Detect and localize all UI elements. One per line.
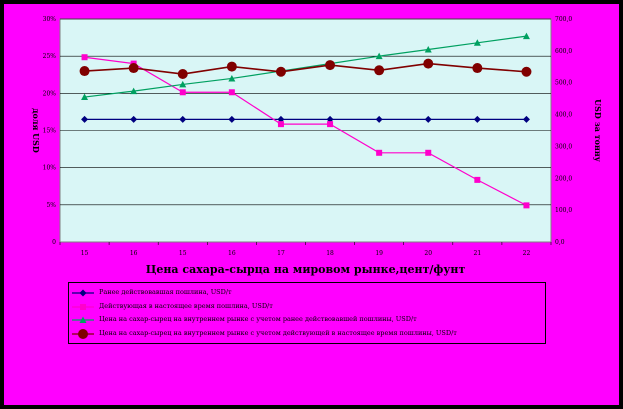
legend-swatch <box>72 289 94 297</box>
x-tick-label: 17 <box>277 250 285 257</box>
legend-swatch <box>72 329 94 339</box>
right-tick-label: 200,0 <box>555 175 572 182</box>
right-tick-label: 600,0 <box>555 48 572 55</box>
series-2-point <box>179 89 186 96</box>
series-line-4 <box>84 62 527 75</box>
series-1-point <box>375 115 383 123</box>
series-1-point <box>522 115 530 123</box>
right-tick-label: 300,0 <box>555 143 572 150</box>
legend-item: Цена на сахар-сырец на внутреннем рынке … <box>69 327 545 341</box>
right-tick-label: 500,0 <box>555 80 572 87</box>
series-3-point <box>375 52 383 60</box>
series-1-point <box>179 115 187 123</box>
x-tick-label: 21 <box>474 250 482 257</box>
y-left-axis-title: доля USD <box>31 108 41 153</box>
series-3-point <box>228 74 236 82</box>
left-tick-label: 25% <box>43 53 57 60</box>
series-4-point <box>472 63 483 74</box>
x-tick-label: 16 <box>130 250 138 257</box>
left-tick-label: 15% <box>43 128 57 135</box>
right-tick-label: 100,0 <box>555 207 572 214</box>
left-tick-label: 0 <box>52 239 56 246</box>
series-4-point <box>521 66 532 77</box>
series-1-point <box>130 115 138 123</box>
right-tick-label: 0,0 <box>555 239 565 246</box>
x-tick-label: 15 <box>81 250 89 257</box>
left-tick-label: 10% <box>43 165 57 172</box>
x-tick-label: 20 <box>424 250 432 257</box>
legend-item: Действующая в настоящее время пошлина, U… <box>69 300 545 314</box>
series-2-point <box>523 202 530 209</box>
series-4-point <box>226 61 237 72</box>
series-1-point <box>326 115 334 123</box>
series-4-point <box>423 58 434 69</box>
legend-label: Цена на сахар-сырец на внутреннем рынке … <box>99 329 457 337</box>
series-4-point <box>275 66 286 77</box>
series-4-point <box>79 66 90 77</box>
x-tick-label: 16 <box>228 250 236 257</box>
series-2-point <box>277 121 284 128</box>
series-1-point <box>277 115 285 123</box>
legend-label: Цена на сахар-сырец на внутреннем рынке … <box>99 315 417 323</box>
left-tick-label: 5% <box>46 202 56 209</box>
series-line-3 <box>84 35 527 98</box>
legend-label: Ранее действовавшая пошлина, USD/т <box>99 288 232 296</box>
series-1-point <box>424 115 432 123</box>
chart-title: Цена сахара-сырца на мировом рынке,цент/… <box>146 263 466 276</box>
series-2-point <box>81 54 88 61</box>
series-3-point <box>179 80 187 88</box>
series-3-point <box>473 39 481 46</box>
series-3-point <box>81 93 89 101</box>
legend-item: Цена на сахар-сырец на внутреннем рынке … <box>69 313 545 327</box>
legend-label: Действующая в настоящее время пошлина, U… <box>99 302 273 310</box>
series-line-2 <box>84 56 527 206</box>
legend-swatch <box>72 304 94 310</box>
y-right-axis-title: USD за тонну <box>593 99 603 163</box>
left-tick-label: 20% <box>43 90 57 97</box>
series-1-point <box>473 115 481 123</box>
legend-item: Ранее действовавшая пошлина, USD/т <box>69 286 545 300</box>
series-3-point <box>522 32 530 40</box>
series-2-point <box>327 121 334 128</box>
series-2-point <box>474 176 481 183</box>
series-4-point <box>177 69 188 80</box>
legend-swatch <box>72 316 94 323</box>
series-4-point <box>325 60 336 71</box>
x-tick-label: 19 <box>375 250 383 257</box>
series-4-point <box>374 65 385 76</box>
series-3-point <box>130 87 138 95</box>
x-tick-label: 22 <box>523 250 531 257</box>
x-tick-label: 15 <box>179 250 187 257</box>
series-3-point <box>424 45 432 53</box>
series-2-point <box>425 149 432 156</box>
legend: Ранее действовавшая пошлина, USD/т Действ… <box>68 282 546 344</box>
series-1-point <box>228 115 236 123</box>
right-tick-label: 400,0 <box>555 112 572 119</box>
series-2-point <box>228 89 235 96</box>
series-4-point <box>128 63 139 74</box>
x-tick-label: 18 <box>326 250 334 257</box>
series-1-point <box>81 115 89 123</box>
right-tick-label: 700,0 <box>555 16 572 23</box>
left-tick-label: 30% <box>43 16 57 23</box>
series-2-point <box>376 149 383 156</box>
